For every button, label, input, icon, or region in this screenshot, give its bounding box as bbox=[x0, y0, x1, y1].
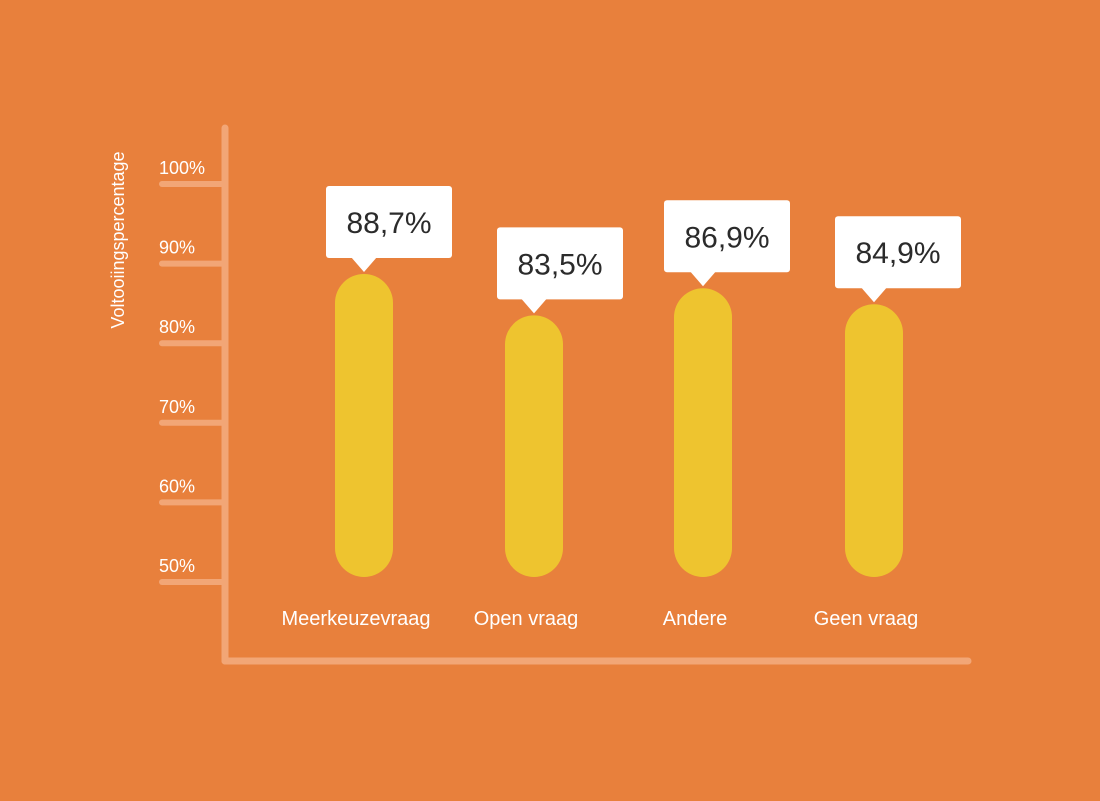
bar bbox=[674, 288, 732, 577]
category-label: Open vraag bbox=[474, 608, 579, 630]
data-label: 86,9% bbox=[684, 221, 769, 254]
y-tick-label: 60% bbox=[159, 476, 195, 496]
category-label: Meerkeuzevraag bbox=[282, 608, 431, 630]
y-ticks: 50% 60% 70% 80% 90% 100% bbox=[159, 158, 226, 585]
y-tick-label: 80% bbox=[159, 317, 195, 337]
y-tick-label: 90% bbox=[159, 238, 195, 258]
value-callout: 86,9% bbox=[664, 200, 790, 287]
callout-box bbox=[326, 185, 452, 258]
bar bbox=[845, 304, 903, 577]
category-label: Andere bbox=[663, 608, 728, 630]
data-label: 83,5% bbox=[517, 248, 602, 281]
callout-box bbox=[497, 227, 623, 300]
callout-box bbox=[664, 200, 790, 273]
callout-pointer bbox=[690, 271, 716, 287]
value-callouts: 88,7% 83,5% 86,9% 84,9% bbox=[326, 185, 961, 314]
bar bbox=[505, 315, 563, 577]
y-axis-title: Voltooiingspercentage bbox=[108, 151, 128, 328]
y-tick-label: 50% bbox=[159, 556, 195, 576]
category-labels: Meerkeuzevraag Open vraag Andere Geen vraag bbox=[282, 608, 919, 630]
bar bbox=[335, 273, 393, 577]
y-tick-label: 70% bbox=[159, 397, 195, 417]
bars bbox=[335, 273, 903, 577]
y-tick-label: 100% bbox=[159, 158, 205, 178]
value-callout: 84,9% bbox=[835, 216, 961, 303]
category-label: Geen vraag bbox=[814, 608, 919, 630]
callout-pointer bbox=[861, 287, 887, 303]
callout-pointer bbox=[521, 298, 547, 314]
data-label: 88,7% bbox=[346, 207, 431, 240]
value-callout: 83,5% bbox=[497, 227, 623, 314]
callout-box bbox=[835, 216, 961, 289]
axes bbox=[221, 124, 972, 665]
data-label: 84,9% bbox=[855, 237, 940, 270]
value-callout: 88,7% bbox=[326, 185, 452, 272]
callout-pointer bbox=[351, 256, 377, 272]
